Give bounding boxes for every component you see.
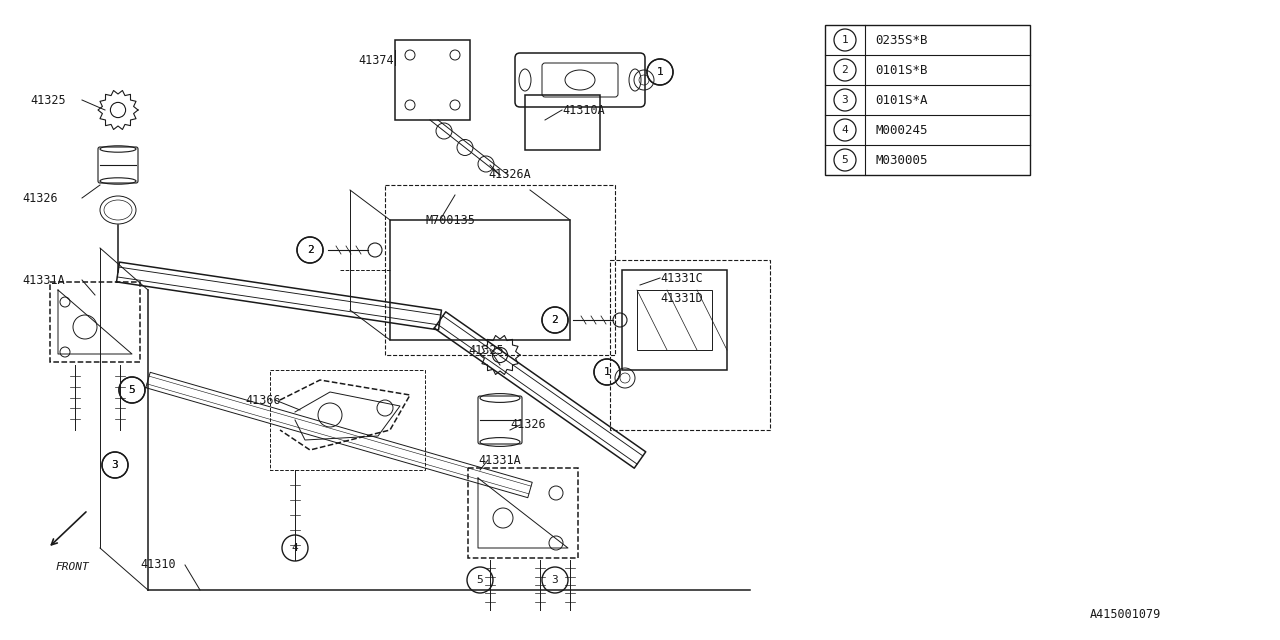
Text: 2: 2 <box>842 65 849 75</box>
Text: 5: 5 <box>128 385 136 395</box>
Text: 1: 1 <box>604 367 611 377</box>
Text: 1: 1 <box>657 67 663 77</box>
Text: 41310: 41310 <box>140 559 175 572</box>
Text: 0101S*A: 0101S*A <box>876 93 928 106</box>
Text: 41331C: 41331C <box>660 271 703 285</box>
Text: M030005: M030005 <box>876 154 928 166</box>
Bar <box>622 270 727 370</box>
Text: 41331A: 41331A <box>477 454 521 467</box>
Text: 0235S*B: 0235S*B <box>876 33 928 47</box>
Bar <box>468 468 579 558</box>
Text: 41326A: 41326A <box>488 168 531 182</box>
Text: M700135: M700135 <box>425 214 475 227</box>
Text: M000245: M000245 <box>876 124 928 136</box>
Text: 3: 3 <box>552 575 558 585</box>
Text: 4: 4 <box>842 125 849 135</box>
Text: 0101S*B: 0101S*B <box>876 63 928 77</box>
Text: 2: 2 <box>552 315 558 325</box>
Text: 1: 1 <box>657 67 663 77</box>
Bar <box>637 290 712 350</box>
Text: 3: 3 <box>111 460 118 470</box>
Text: 41310A: 41310A <box>562 104 604 116</box>
Bar <box>826 25 1030 175</box>
Text: 1: 1 <box>842 35 849 45</box>
Bar <box>50 282 140 362</box>
Text: 41366: 41366 <box>244 394 280 406</box>
Bar <box>611 260 771 430</box>
Text: 3: 3 <box>842 95 849 105</box>
Bar <box>385 185 614 355</box>
Bar <box>390 220 570 340</box>
Text: 41325: 41325 <box>29 93 65 106</box>
Text: 5: 5 <box>128 385 136 395</box>
Bar <box>525 95 600 150</box>
Text: 2: 2 <box>307 245 314 255</box>
Text: 2: 2 <box>307 245 314 255</box>
Text: 41326: 41326 <box>22 191 58 205</box>
Text: 4: 4 <box>292 543 298 553</box>
Text: 41374: 41374 <box>358 54 394 67</box>
Text: 41325: 41325 <box>468 344 503 356</box>
Text: 41326: 41326 <box>509 419 545 431</box>
Text: 5: 5 <box>476 575 484 585</box>
Text: 3: 3 <box>111 460 118 470</box>
Text: FRONT: FRONT <box>55 562 88 572</box>
Text: 1: 1 <box>604 367 611 377</box>
Text: 41331A: 41331A <box>22 273 65 287</box>
Text: A415001079: A415001079 <box>1091 609 1161 621</box>
Text: 41331D: 41331D <box>660 291 703 305</box>
Bar <box>396 40 470 120</box>
Text: 2: 2 <box>552 315 558 325</box>
Bar <box>270 370 425 470</box>
Text: 5: 5 <box>842 155 849 165</box>
